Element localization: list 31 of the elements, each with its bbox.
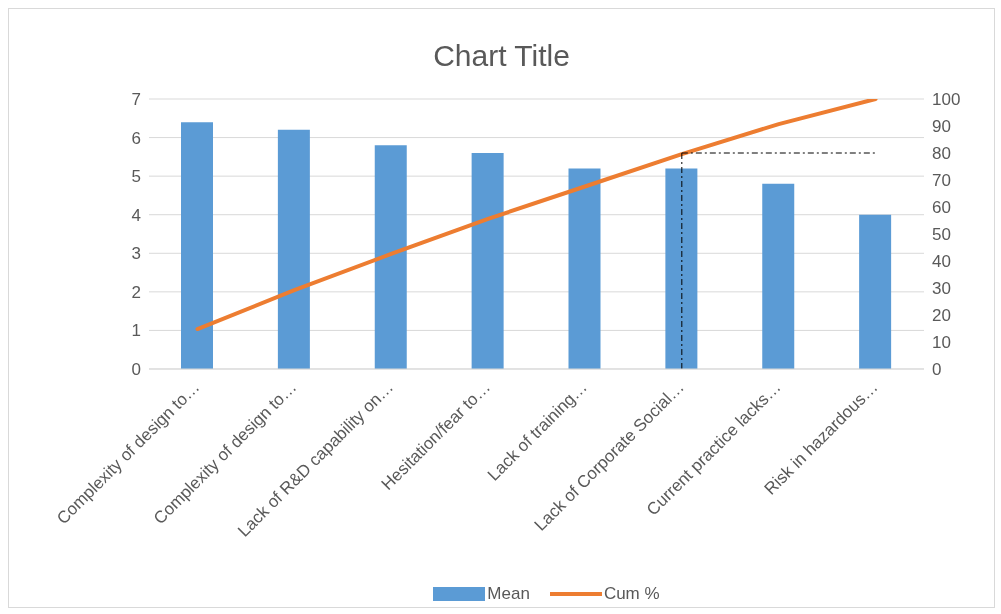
y-tick-label: 3 [131, 244, 141, 264]
y2-tick-label: 20 [932, 306, 951, 326]
y-tick-label: 0 [131, 360, 141, 380]
y2-tick-label: 80 [932, 144, 951, 164]
y2-tick-label: 70 [932, 171, 951, 191]
chart-title: Chart Title [432, 39, 571, 74]
y2-tick-label: 60 [932, 198, 951, 218]
y2-tick-label: 100 [932, 90, 961, 110]
y2-tick-label: 90 [932, 117, 951, 137]
y2-tick-label: 40 [932, 252, 951, 272]
y-tick-label: 1 [131, 321, 141, 341]
y-tick-label: 5 [131, 167, 141, 187]
legend-label: Mean [487, 584, 530, 604]
y2-tick-label: 0 [932, 360, 942, 380]
y2-tick-label: 50 [932, 225, 951, 245]
y2-tick-label: 30 [932, 279, 951, 299]
bar [568, 168, 601, 369]
y-tick-label: 4 [131, 205, 141, 225]
y-tick-label: 6 [131, 128, 141, 148]
bar [665, 168, 698, 369]
line-series [195, 99, 878, 332]
y-tick-label: 7 [131, 90, 141, 110]
bar [471, 153, 504, 369]
bar [859, 214, 892, 369]
bar [374, 145, 407, 369]
bar [762, 183, 795, 369]
y2-tick-label: 10 [932, 333, 951, 353]
bar [181, 122, 213, 369]
bar [277, 129, 310, 369]
y-tick-label: 2 [131, 282, 141, 302]
legend-label: Cum % [603, 584, 660, 604]
